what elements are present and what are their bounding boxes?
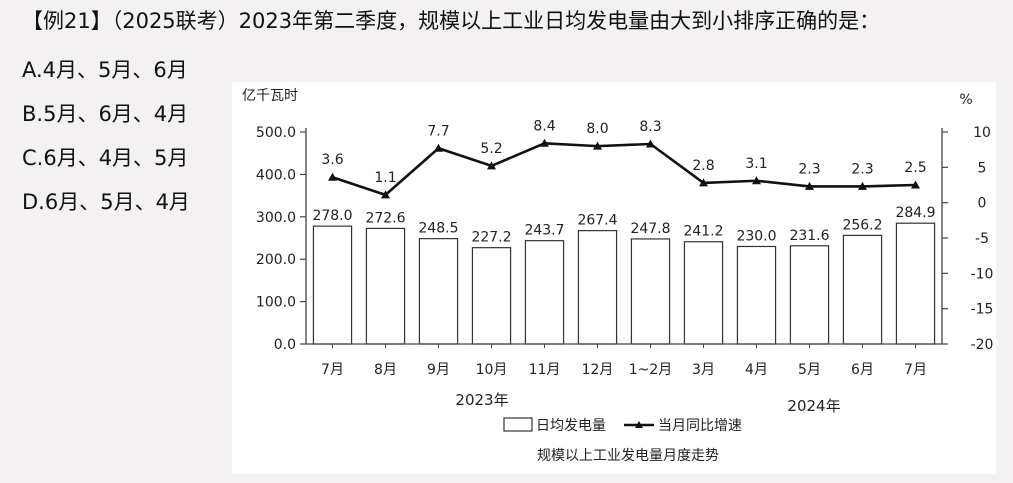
- right-tick-label: -20: [971, 337, 994, 353]
- line-value-label: 7.7: [427, 123, 449, 139]
- x-tick-label: 7月: [904, 362, 927, 378]
- growth-rate-line: [332, 141, 916, 197]
- line-point: [593, 141, 602, 150]
- right-tick-label: -15: [971, 302, 994, 318]
- bar-value-label: 248.5: [418, 221, 458, 237]
- line-point: [434, 143, 443, 152]
- option-a[interactable]: A.4月、5月、6月: [22, 58, 188, 82]
- left-tick-label: 300.0: [256, 210, 296, 226]
- x-tick-label: 6月: [851, 362, 874, 378]
- chart-card: 亿千瓦时 % 0.0 100.0 200.0 300.0 400.0 500.0 10 5 0…: [232, 82, 996, 474]
- bar-value-label: 243.7: [524, 223, 564, 239]
- bar: [736, 245, 777, 345]
- line-value-label: 5.2: [480, 141, 502, 157]
- option-d[interactable]: D.6月、5月、4月: [22, 190, 190, 214]
- bar-value-label: 284.9: [895, 205, 935, 221]
- left-tick-label: 100.0: [256, 295, 296, 311]
- x-tick-label: 3月: [692, 362, 715, 378]
- legend-bar-swatch: [503, 417, 533, 432]
- line-value-label: 8.4: [533, 118, 555, 134]
- line-point: [752, 176, 761, 185]
- line-value-label: 1.1: [374, 170, 396, 186]
- legend-bar-label: 日均发电量: [536, 418, 606, 434]
- line-value-label: 8.0: [586, 121, 608, 137]
- line-value-label: 2.3: [798, 161, 820, 177]
- right-tick-label: 0: [978, 196, 987, 212]
- line-point: [699, 178, 708, 187]
- line-value-label: 2.8: [692, 158, 714, 174]
- line-point: [805, 181, 814, 190]
- bar: [312, 225, 353, 345]
- right-axis-unit: %: [959, 92, 972, 108]
- x-tick-label: 9月: [427, 362, 450, 378]
- x-tick-label: 8月: [374, 362, 397, 378]
- right-tick-label: 5: [978, 160, 987, 176]
- bar-value-label: 247.8: [630, 221, 670, 237]
- bar-value-label: 256.2: [842, 217, 882, 233]
- bar: [471, 247, 512, 345]
- option-b[interactable]: B.5月、6月、4月: [22, 102, 189, 126]
- bar: [524, 240, 565, 345]
- option-c[interactable]: C.6月、4月、5月: [22, 146, 189, 170]
- bar: [630, 238, 671, 345]
- bar: [842, 234, 883, 345]
- chart-title: 规模以上工业发电量月度走势: [537, 448, 719, 464]
- bar-value-label: 227.2: [471, 230, 511, 246]
- left-tick-label: 500.0: [256, 125, 296, 141]
- x-tick-label: 5月: [798, 362, 821, 378]
- year-label-2023: 2023年: [455, 391, 508, 409]
- line-point: [540, 138, 549, 147]
- x-tick-label: 12月: [582, 362, 614, 378]
- year-label-2024: 2024年: [787, 397, 840, 415]
- bar: [683, 241, 724, 345]
- left-tick-label: 0.0: [274, 337, 296, 353]
- line-point: [487, 161, 496, 170]
- line-point: [381, 190, 390, 199]
- bar-value-label: 230.0: [736, 228, 776, 244]
- bar: [365, 227, 406, 345]
- bar: [789, 245, 830, 345]
- line-value-label: 2.3: [851, 161, 873, 177]
- right-tick-label: -10: [971, 266, 994, 282]
- x-tick-label: 11月: [529, 362, 561, 378]
- line-value-label: 3.1: [745, 156, 767, 172]
- x-tick-label: 4月: [745, 362, 768, 378]
- bar: [577, 230, 618, 345]
- legend-line-marker: [635, 421, 643, 428]
- right-tick-label: -5: [975, 231, 989, 247]
- bar: [418, 238, 459, 345]
- answer-options: A.4月、5月、6月 B.5月、6月、4月 C.6月、4月、5月 D.6月、5月…: [22, 48, 190, 224]
- power-generation-chart: 亿千瓦时 % 0.0 100.0 200.0 300.0 400.0 500.0 10 5 0…: [242, 88, 994, 464]
- bar-value-label: 231.6: [789, 228, 829, 244]
- line-point: [646, 139, 655, 148]
- bar-value-label: 272.6: [365, 210, 405, 226]
- bar: [895, 222, 936, 345]
- legend-line-label: 当月同比增速: [658, 418, 742, 434]
- x-tick-label: 10月: [476, 362, 508, 378]
- bar-value-label: 241.2: [683, 224, 723, 240]
- question-text: 【例21】（2025联考）2023年第二季度，规模以上工业日均发电量由大到小排序…: [22, 9, 881, 33]
- bar-value-label: 267.4: [577, 213, 617, 229]
- line-value-label: 3.6: [321, 152, 343, 168]
- line-value-label: 8.3: [639, 119, 661, 135]
- line-point: [911, 180, 920, 189]
- left-tick-label: 200.0: [256, 252, 296, 268]
- right-tick-label: 10: [973, 125, 991, 141]
- left-tick-label: 400.0: [256, 167, 296, 183]
- line-point: [328, 172, 337, 181]
- x-tick-label: 7月: [321, 362, 344, 378]
- line-value-label: 2.5: [904, 160, 926, 176]
- bar-value-label: 278.0: [312, 208, 352, 224]
- left-axis-unit: 亿千瓦时: [242, 88, 298, 104]
- legend: 日均发电量 当月同比增速: [503, 417, 742, 434]
- line-point: [858, 181, 867, 190]
- x-tick-label: 1~2月: [629, 362, 673, 378]
